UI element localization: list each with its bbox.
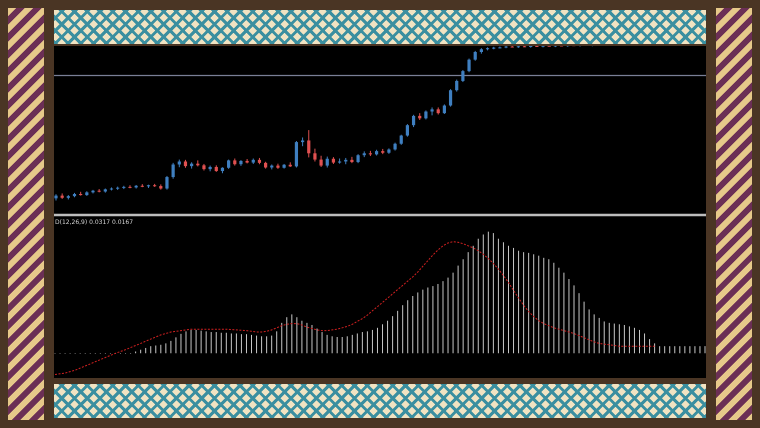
candle-body: [79, 193, 83, 196]
candle-body: [165, 177, 169, 189]
candle-body: [171, 164, 175, 178]
left-arrow-pattern: [8, 8, 44, 420]
candle-body: [196, 163, 200, 166]
candle-body: [177, 161, 181, 165]
candle-body: [288, 164, 292, 167]
candle-body: [85, 192, 89, 196]
candle-body: [227, 160, 231, 168]
candle-body: [307, 140, 311, 154]
candle-body: [331, 158, 336, 163]
candle-body: [91, 190, 95, 193]
candle-body: [109, 188, 114, 190]
candle-body: [294, 142, 299, 167]
candle-body: [220, 167, 225, 172]
candle-body: [424, 111, 428, 119]
candle-body: [467, 59, 471, 72]
candle-body: [356, 155, 360, 163]
candle-body: [128, 186, 132, 188]
candle-body: [411, 115, 416, 126]
candle-body: [479, 49, 483, 53]
candle-body: [72, 193, 77, 197]
candle-body: [153, 185, 157, 187]
candle-body: [448, 90, 453, 106]
bottom-key-pattern: [54, 384, 706, 418]
candle-body: [270, 165, 274, 168]
candle-body: [529, 46, 533, 47]
candle-body: [547, 46, 551, 47]
candle-body: [140, 185, 144, 187]
candle-body: [276, 165, 280, 168]
candle-body: [498, 47, 502, 49]
candle-body: [103, 189, 107, 192]
candle-body: [399, 135, 403, 144]
candle-body: [146, 185, 151, 187]
candle-body: [381, 151, 385, 153]
chart-area: D(12,26,9) 0.0317 0.0167: [54, 46, 706, 378]
candle-body: [233, 160, 237, 165]
price-pane: [54, 46, 706, 201]
candle-body: [159, 186, 163, 189]
candle-body: [183, 161, 188, 167]
candle-body: [393, 143, 397, 150]
candle-body: [282, 164, 286, 168]
candle-body: [66, 196, 70, 198]
candle-body: [387, 149, 391, 153]
candle-body: [313, 153, 317, 160]
candle-body: [368, 153, 373, 155]
macd-pane: [54, 231, 706, 375]
candle-body: [405, 125, 410, 136]
candle-body: [541, 46, 545, 47]
candle-body: [485, 48, 490, 50]
candle-body: [319, 159, 323, 166]
candle-body: [60, 195, 64, 198]
candle-body: [510, 46, 514, 48]
candle-body: [418, 115, 422, 119]
candle-body: [325, 158, 329, 166]
candle-body: [337, 161, 342, 163]
candle-body: [473, 52, 477, 60]
candle-body: [344, 159, 348, 162]
candle-body: [239, 160, 243, 165]
candle-body: [122, 186, 126, 188]
candle-body: [362, 153, 366, 156]
candle-body: [492, 47, 496, 49]
top-key-pattern: [54, 10, 706, 44]
candle-body: [535, 46, 539, 47]
candle-body: [516, 46, 520, 48]
macd-signal-line: [54, 241, 655, 375]
candle-body: [134, 185, 138, 188]
candle-body: [442, 105, 446, 114]
candle-body: [245, 160, 249, 163]
candle-body: [190, 163, 194, 167]
candle-body: [430, 109, 434, 112]
candle-body: [374, 151, 379, 155]
candle-body: [214, 166, 218, 172]
candle-body: [436, 109, 440, 114]
candle-body: [461, 71, 465, 81]
candle-body: [257, 159, 262, 163]
candle-body: [251, 159, 255, 163]
chart-svg: D(12,26,9) 0.0317 0.0167: [54, 46, 706, 375]
candle-body: [455, 80, 459, 91]
right-arrow-pattern: [716, 8, 752, 420]
candle-body: [522, 46, 527, 48]
candle-body: [208, 166, 212, 170]
macd-label: D(12,26,9) 0.0317 0.0167: [55, 219, 133, 226]
candle-body: [202, 165, 206, 170]
candle-body: [97, 190, 101, 192]
candle-body: [300, 140, 305, 143]
candle-body: [504, 46, 508, 48]
candle-body: [54, 195, 58, 199]
candle-body: [264, 162, 268, 168]
candle-body: [350, 159, 354, 163]
candle-body: [116, 187, 120, 189]
